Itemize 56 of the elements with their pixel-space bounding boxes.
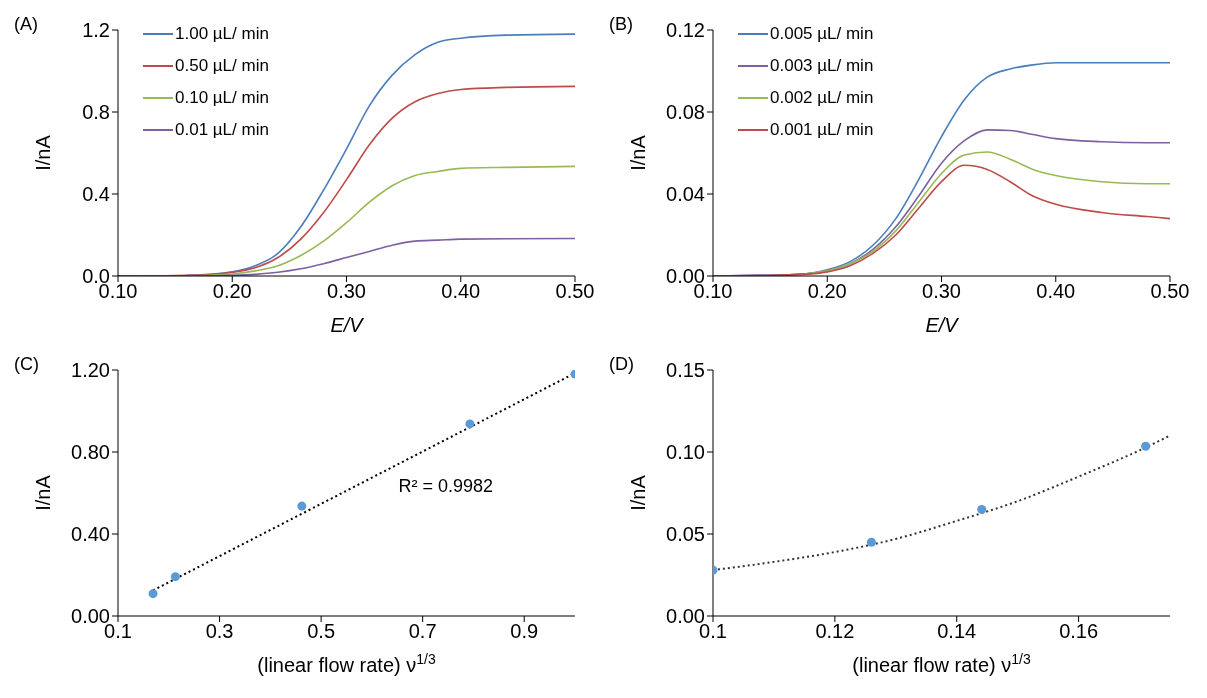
x-axis-title: (linear flow rate) ν$^{1/3}$: [257, 651, 436, 676]
x-tick-label: 0.40: [1036, 280, 1076, 303]
y-axis-title: I/nA: [32, 474, 54, 511]
x-tick-label: 0.14: [937, 620, 977, 643]
x-tick-label: 0.30: [922, 280, 961, 303]
chart-title: (A): [14, 14, 38, 35]
point: [866, 537, 876, 547]
x-axis-title: E/V: [330, 314, 365, 336]
x-tick-label: 0.5: [307, 620, 336, 643]
chart-title: (D): [609, 354, 634, 375]
x-tick-label: 0.12: [815, 620, 855, 643]
point: [1141, 441, 1151, 451]
line-series: [803, 151, 1170, 275]
y-tick-label: 0.10: [666, 441, 705, 464]
legend-label: 0.002 µL/ min: [770, 87, 874, 109]
x-tick-label: 0.16: [1059, 620, 1099, 643]
y-axis-title: I/nA: [627, 134, 649, 171]
x-tick-label: 0.30: [327, 280, 366, 303]
legend-label: 0.003 µL/ min: [770, 55, 874, 77]
y-tick-label: 0.04: [666, 183, 705, 206]
y-axis-title: I/nA: [32, 134, 54, 171]
y-tick-label: 1.20: [71, 359, 110, 382]
y-tick-label: 0.8: [82, 101, 110, 124]
y-axis-title: I/nA: [627, 474, 649, 511]
annotation: R² = 0.9982: [398, 476, 493, 497]
x-tick-label: 0.20: [212, 280, 252, 303]
y-tick-label: 0.05: [666, 523, 705, 546]
point: [465, 419, 475, 429]
point: [297, 501, 307, 511]
legend-label: 0.01 µL/ min: [175, 119, 269, 141]
legend-label: 0.10 µL/ min: [175, 87, 269, 109]
y-tick-label: 0.15: [666, 359, 705, 382]
x-tick-label: 0.9: [510, 620, 539, 643]
y-tick-label: 0.4: [82, 183, 110, 206]
y-tick-label: 0.08: [666, 101, 705, 124]
legend-label: 0.50 µL/ min: [175, 55, 269, 77]
legend-label: 0.005 µL/ min: [770, 23, 874, 45]
x-tick-label: 0.50: [1150, 280, 1190, 303]
point: [170, 572, 180, 582]
x-tick-label: 0.50: [555, 280, 595, 303]
x-tick-label: 0.3: [205, 620, 234, 643]
x-axis-title: E/V: [925, 314, 960, 336]
y-tick-label: 0.12: [666, 19, 705, 42]
point: [977, 504, 987, 514]
chart-title: (B): [609, 14, 633, 35]
legend-label: 1.00 µL/ min: [175, 23, 269, 45]
x-axis-title: (linear flow rate) ν$^{1/3}$: [852, 651, 1031, 676]
y-tick-label: 0.80: [71, 441, 110, 464]
chart-title: (C): [14, 354, 39, 375]
x-tick-label: 0.40: [441, 280, 481, 303]
x-tick-label: 0.20: [807, 280, 847, 303]
x-tick-label: 0.7: [408, 620, 437, 643]
y-tick-label: 0.40: [71, 523, 110, 546]
legend-label: 0.001 µL/ min: [770, 119, 874, 141]
y-tick-label: 1.2: [82, 19, 110, 42]
point: [148, 589, 158, 599]
